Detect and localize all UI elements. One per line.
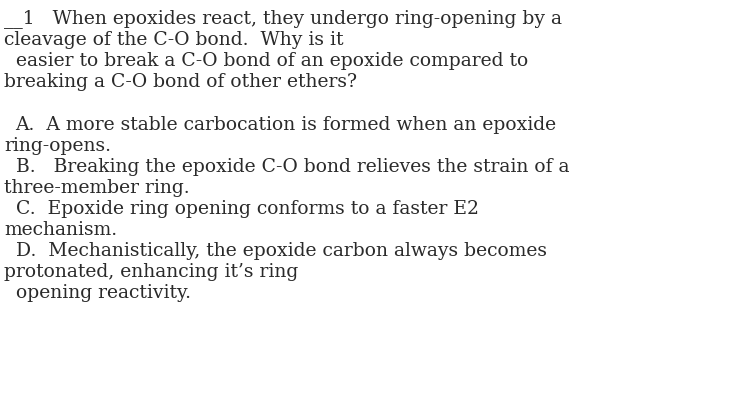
Text: ring-opens.: ring-opens. xyxy=(4,136,112,155)
Text: C.  Epoxide ring opening conforms to a faster E2: C. Epoxide ring opening conforms to a fa… xyxy=(16,200,478,217)
Text: A.  A more stable carbocation is formed when an epoxide: A. A more stable carbocation is formed w… xyxy=(16,116,556,134)
Text: protonated, enhancing it’s ring: protonated, enhancing it’s ring xyxy=(4,262,298,280)
Text: three-member ring.: three-member ring. xyxy=(4,179,190,196)
Text: mechanism.: mechanism. xyxy=(4,220,118,239)
Text: D.  Mechanistically, the epoxide carbon always becomes: D. Mechanistically, the epoxide carbon a… xyxy=(16,241,547,259)
Text: cleavage of the C-O bond.  Why is it: cleavage of the C-O bond. Why is it xyxy=(4,31,344,49)
Text: __1   When epoxides react, they undergo ring-opening by a: __1 When epoxides react, they undergo ri… xyxy=(4,9,562,28)
Text: easier to break a C-O bond of an epoxide compared to: easier to break a C-O bond of an epoxide… xyxy=(16,52,528,70)
Text: B.   Breaking the epoxide C-O bond relieves the strain of a: B. Breaking the epoxide C-O bond relieve… xyxy=(16,158,569,175)
Text: opening reactivity.: opening reactivity. xyxy=(16,284,190,301)
Text: breaking a C-O bond of other ethers?: breaking a C-O bond of other ethers? xyxy=(4,73,358,91)
